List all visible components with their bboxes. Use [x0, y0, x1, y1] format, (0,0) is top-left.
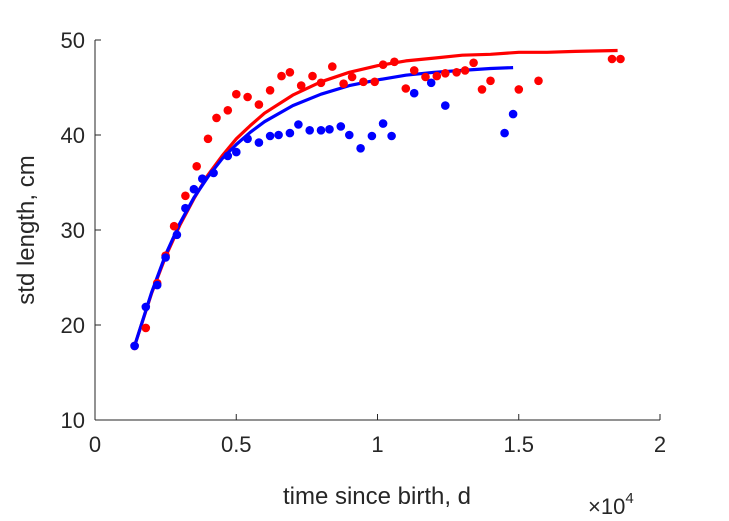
- data-point: [265, 131, 275, 141]
- data-point: [409, 66, 419, 75]
- data-point: [223, 106, 233, 115]
- data-point: [387, 131, 396, 141]
- data-point: [325, 125, 334, 134]
- data-point: [192, 162, 201, 171]
- y-axis-label: std length, cm: [13, 155, 40, 304]
- data-point: [477, 85, 487, 94]
- data-point: [285, 68, 295, 77]
- data-point: [401, 84, 411, 93]
- data-point: [607, 54, 617, 64]
- data-point: [347, 72, 357, 82]
- data-point: [500, 128, 509, 138]
- data-point: [212, 113, 221, 123]
- x-tick-label: 2: [654, 432, 666, 457]
- y-tick-label: 30: [61, 218, 85, 243]
- x-axis-exponent: ×104: [588, 490, 634, 519]
- fit-curve: [133, 48, 618, 347]
- data-point: [141, 302, 151, 312]
- data-point: [285, 128, 295, 138]
- data-point: [232, 147, 241, 157]
- data-point: [452, 68, 461, 77]
- data-point: [203, 134, 213, 144]
- x-tick-label: 1: [371, 432, 383, 457]
- data-point: [243, 92, 252, 102]
- data-point: [390, 57, 399, 67]
- data-point: [181, 191, 190, 201]
- x-axis-exponent-power: 4: [625, 490, 633, 507]
- data-point: [486, 76, 495, 86]
- data-point: [209, 168, 218, 178]
- data-point: [616, 54, 625, 64]
- x-tick-label: 0: [89, 432, 101, 457]
- data-point: [274, 130, 283, 140]
- data-point: [161, 253, 170, 262]
- data-point: [308, 71, 317, 81]
- data-point: [345, 130, 354, 140]
- data-point: [441, 69, 450, 78]
- data-point: [460, 66, 470, 75]
- data-point: [265, 86, 275, 95]
- data-point: [370, 77, 380, 87]
- data-point: [336, 122, 346, 131]
- data-point: [169, 221, 179, 231]
- data-point: [356, 144, 365, 153]
- y-tick-label: 10: [61, 408, 85, 433]
- data-point: [296, 81, 306, 90]
- data-point: [172, 230, 182, 240]
- plot-area: [130, 48, 625, 351]
- x-tick-label: 0.5: [221, 432, 252, 457]
- data-point: [359, 77, 368, 87]
- data-point: [367, 131, 377, 141]
- data-point: [254, 138, 264, 147]
- data-point: [223, 151, 233, 161]
- y-tick-label: 20: [61, 313, 85, 338]
- data-point: [277, 71, 286, 81]
- data-point: [181, 203, 190, 213]
- y-tick-label: 40: [61, 123, 85, 148]
- data-point: [189, 184, 199, 194]
- data-point: [232, 89, 241, 99]
- data-point: [316, 126, 326, 135]
- x-axis-exponent-base: ×10: [588, 494, 625, 519]
- x-tick-label: 1.5: [503, 432, 534, 457]
- data-point: [432, 71, 442, 81]
- data-point: [243, 134, 252, 144]
- data-point: [378, 119, 388, 128]
- axes: 0 0.5 1 1.5 2 10 20 30 40 50: [61, 28, 667, 457]
- data-point: [426, 78, 436, 88]
- data-point: [514, 85, 524, 94]
- data-point: [378, 60, 388, 69]
- x-axis-label: time since birth, d: [283, 483, 471, 510]
- data-point: [421, 72, 430, 82]
- fit-curve: [133, 66, 514, 347]
- data-point: [409, 88, 419, 98]
- data-point: [254, 100, 264, 109]
- data-point: [469, 58, 478, 68]
- data-point: [198, 174, 207, 183]
- data-point: [316, 78, 326, 88]
- data-point: [534, 76, 543, 86]
- data-point: [508, 109, 518, 119]
- data-point: [141, 323, 151, 333]
- data-point: [294, 120, 303, 129]
- data-point: [130, 341, 139, 351]
- data-point: [441, 101, 450, 110]
- y-tick-label: 50: [61, 28, 85, 53]
- data-point: [152, 280, 162, 290]
- data-point: [328, 62, 337, 71]
- data-point: [305, 126, 315, 135]
- data-point: [339, 79, 348, 88]
